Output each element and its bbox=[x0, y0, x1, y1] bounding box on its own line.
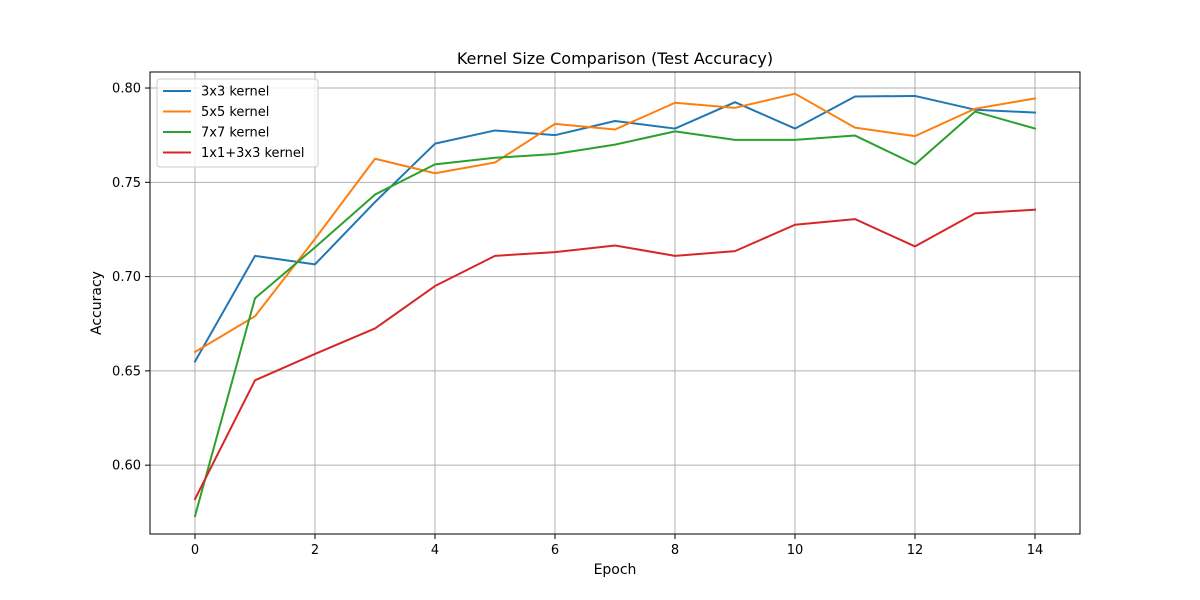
y-tick-label: 0.60 bbox=[112, 459, 141, 474]
x-tick-label: 6 bbox=[551, 543, 559, 558]
y-tick-label: 0.65 bbox=[112, 364, 141, 379]
ticks: 0 2 4 6 8 10 12 14 0.60 0.65 0.70 0.75 0.80 bbox=[112, 82, 1043, 558]
x-tick-label: 4 bbox=[431, 543, 439, 558]
series-line bbox=[193, 92, 1037, 354]
legend-label: 1x1+3x3 kernel bbox=[201, 146, 305, 161]
legend-label: 5x5 kernel bbox=[201, 105, 269, 120]
x-tick-label: 8 bbox=[671, 543, 679, 558]
y-tick-label: 0.80 bbox=[112, 82, 141, 97]
x-axis-label: Epoch bbox=[594, 562, 637, 578]
series-line bbox=[193, 94, 1037, 363]
grid bbox=[150, 72, 1080, 534]
x-tick-label: 14 bbox=[1027, 543, 1044, 558]
chart-title: Kernel Size Comparison (Test Accuracy) bbox=[457, 49, 773, 68]
y-tick-label: 0.70 bbox=[112, 270, 141, 285]
legend: 3x3 kernel 5x5 kernel 7x7 kernel 1x1+3x3 ke… bbox=[156, 78, 319, 168]
legend-label: 7x7 kernel bbox=[201, 126, 269, 141]
legend-label: 3x3 kernel bbox=[201, 85, 269, 100]
series-lines bbox=[193, 92, 1037, 518]
plot-frame bbox=[149, 71, 1081, 535]
x-tick-label: 10 bbox=[787, 543, 804, 558]
legend-box bbox=[156, 78, 319, 168]
series-line bbox=[193, 110, 1037, 518]
x-tick-label: 0 bbox=[191, 543, 199, 558]
y-axis-label: Accuracy bbox=[89, 271, 105, 335]
x-tick-label: 2 bbox=[311, 543, 319, 558]
series-line bbox=[193, 208, 1037, 501]
y-tick-label: 0.75 bbox=[112, 176, 141, 191]
x-tick-label: 12 bbox=[907, 543, 924, 558]
